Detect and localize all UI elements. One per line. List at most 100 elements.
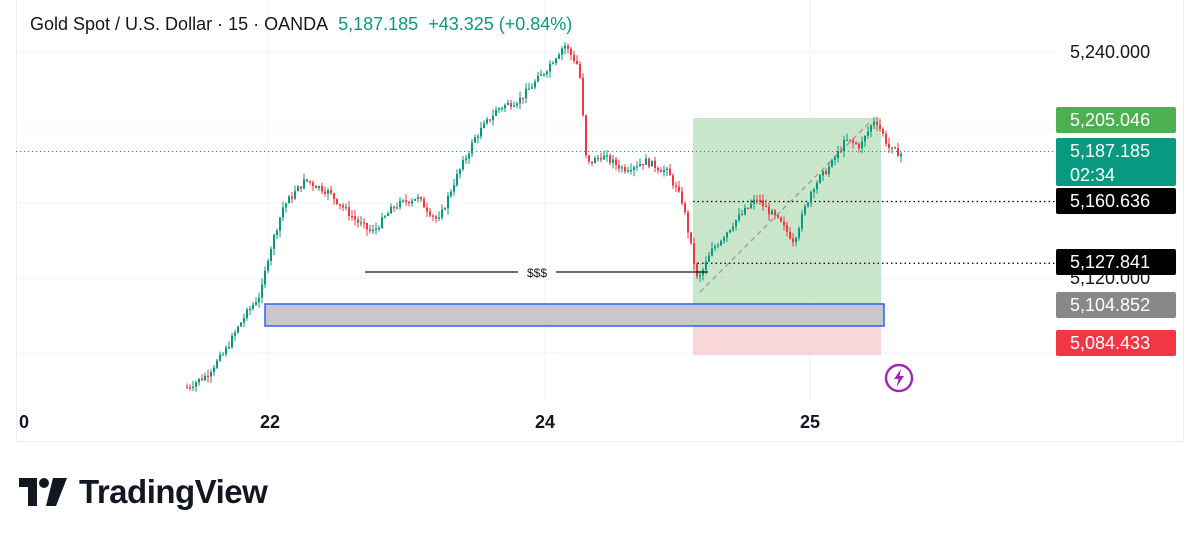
- candle: [567, 43, 569, 54]
- candle: [240, 321, 242, 327]
- candle: [315, 184, 317, 189]
- candle: [291, 191, 293, 204]
- candle: [366, 222, 368, 236]
- candle: [669, 163, 671, 176]
- candle: [411, 198, 413, 207]
- candle: [450, 189, 452, 199]
- candle: [285, 202, 287, 213]
- x-axis-tick-label: 0: [18, 412, 30, 432]
- candle: [651, 160, 653, 167]
- candle: [537, 71, 539, 83]
- candle: [570, 47, 572, 60]
- lightning-icon[interactable]: [884, 363, 914, 393]
- header-change: +43.325 (+0.84%): [428, 14, 573, 34]
- candle: [762, 194, 764, 211]
- candle: [465, 154, 467, 164]
- candle: [231, 332, 233, 349]
- candle: [258, 292, 260, 308]
- candle: [597, 154, 599, 162]
- candle: [891, 147, 893, 154]
- candle: [504, 103, 506, 113]
- candle: [732, 222, 734, 232]
- candle: [480, 121, 482, 140]
- candle: [492, 109, 494, 126]
- candle: [618, 159, 620, 173]
- tradingview-logo[interactable]: TradingView: [19, 472, 268, 512]
- candle: [681, 186, 683, 206]
- candle: [393, 205, 395, 212]
- candle: [528, 82, 530, 90]
- candle: [606, 150, 608, 162]
- candlestick-series: [186, 42, 902, 392]
- candle: [357, 216, 359, 228]
- candle: [540, 69, 542, 76]
- candle: [261, 278, 263, 304]
- candle: [573, 50, 575, 64]
- candle: [192, 380, 194, 392]
- candle: [216, 358, 218, 370]
- candle: [579, 61, 581, 80]
- candle: [720, 239, 722, 247]
- candle: [654, 156, 656, 173]
- candle: [213, 365, 215, 376]
- candle: [585, 114, 587, 159]
- header-price: 5,187.185: [338, 14, 419, 34]
- symbol-title: Gold Spot / U.S. Dollar · 15 · OANDA: [30, 14, 329, 34]
- candle: [189, 384, 191, 391]
- candle: [390, 203, 392, 214]
- candle: [693, 237, 695, 271]
- chart-canvas[interactable]: $$$: [0, 0, 1199, 442]
- last-price-value: 5,187.185: [1070, 141, 1151, 161]
- candle: [474, 134, 476, 144]
- candle: [624, 164, 626, 174]
- candle: [330, 185, 332, 195]
- price-tag-level: 5,160.636: [1056, 188, 1176, 214]
- candle: [843, 135, 845, 158]
- candle: [780, 216, 782, 223]
- candle: [402, 199, 404, 204]
- candle: [696, 262, 698, 279]
- candle: [369, 225, 371, 234]
- candle: [351, 210, 353, 221]
- candle: [588, 154, 590, 165]
- candle: [603, 150, 605, 161]
- chart-grid: [16, 0, 1056, 400]
- candle: [633, 165, 635, 177]
- candle: [204, 372, 206, 382]
- candle: [825, 168, 827, 175]
- candle: [798, 226, 800, 241]
- candle: [804, 204, 806, 216]
- candle: [642, 163, 644, 170]
- candle: [885, 130, 887, 147]
- candle: [861, 136, 863, 154]
- candle: [594, 155, 596, 164]
- candle: [441, 204, 443, 221]
- candle: [339, 203, 341, 210]
- candle: [768, 202, 770, 221]
- chart-frame: [16, 0, 1184, 442]
- candle: [342, 202, 344, 212]
- candle: [852, 138, 854, 149]
- candle: [711, 241, 713, 257]
- candle: [795, 236, 797, 247]
- candle: [486, 117, 488, 125]
- candle: [312, 180, 314, 192]
- candle: [513, 101, 515, 108]
- candle: [429, 207, 431, 218]
- candle: [660, 167, 662, 173]
- candle: [453, 179, 455, 196]
- candle: [225, 345, 227, 357]
- candle: [294, 185, 296, 201]
- brand-name: TradingView: [79, 473, 268, 510]
- liquidity-label: $$$: [527, 266, 547, 280]
- x-axis-tick-label: 24: [534, 412, 556, 432]
- candle: [270, 246, 272, 266]
- candle: [345, 203, 347, 211]
- candle: [438, 211, 440, 222]
- candle: [855, 140, 857, 145]
- candle: [759, 194, 761, 206]
- candle: [756, 195, 758, 204]
- candle: [432, 214, 434, 222]
- candle: [408, 200, 410, 207]
- candle: [636, 161, 638, 172]
